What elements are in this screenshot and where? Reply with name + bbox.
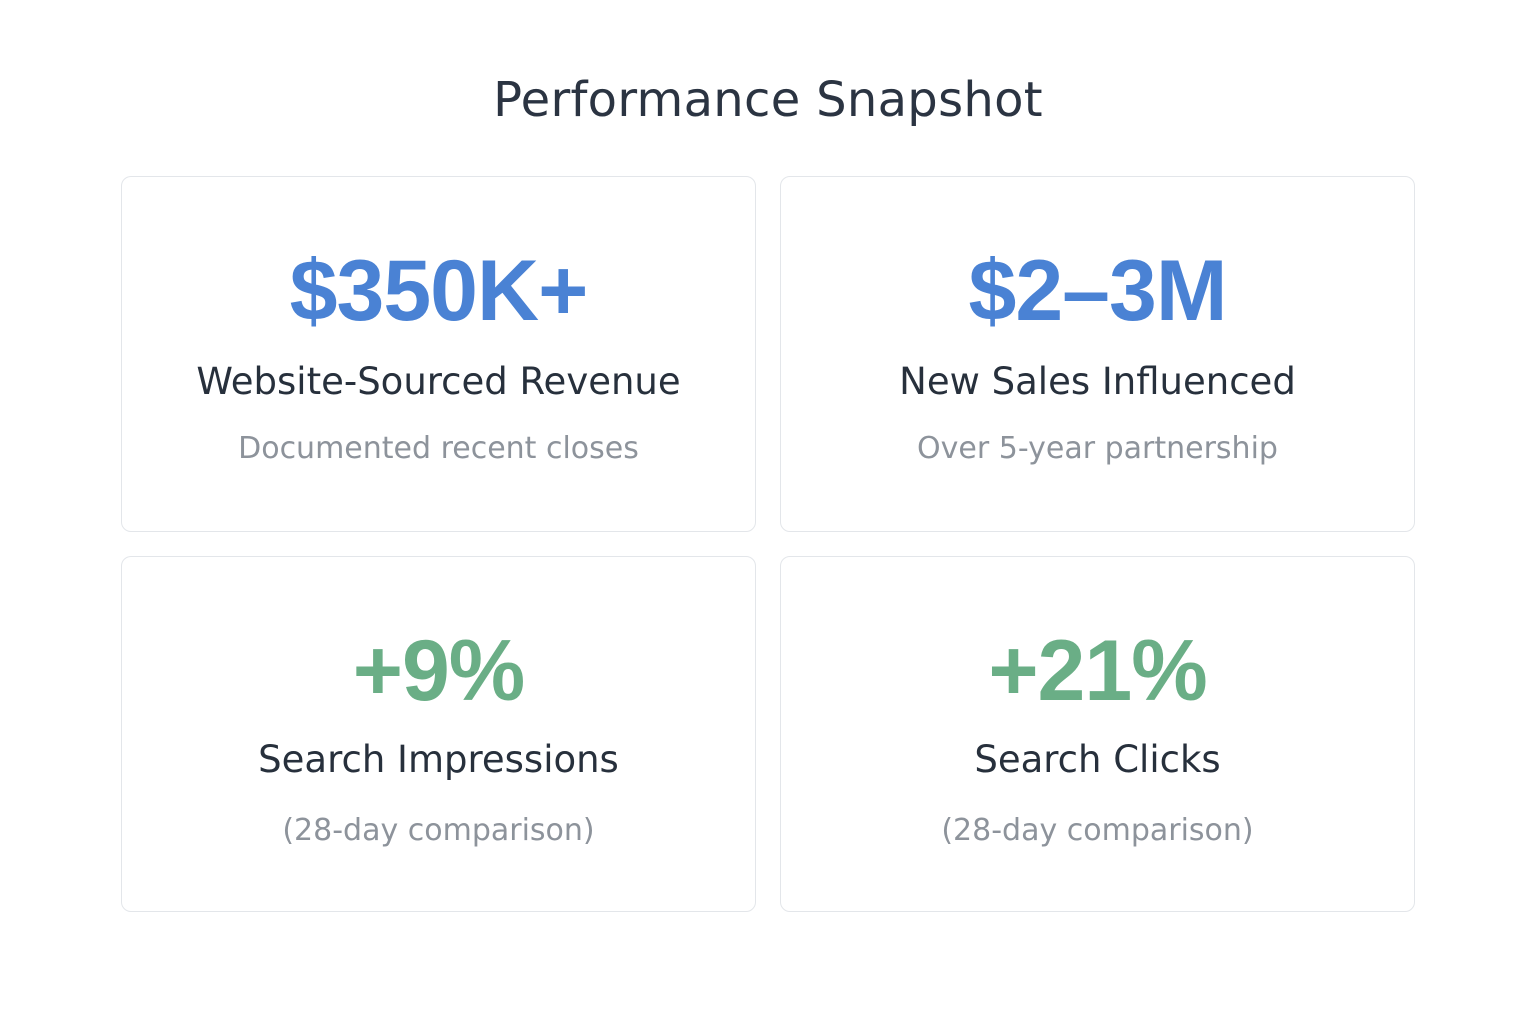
metric-value: +9% bbox=[352, 623, 526, 719]
metric-value: $350K+ bbox=[289, 243, 589, 339]
metrics-grid: $350K+ Website-Sourced Revenue Documente… bbox=[121, 176, 1415, 912]
metric-label: Search Impressions bbox=[258, 738, 619, 781]
metric-sublabel: Documented recent closes bbox=[238, 431, 639, 466]
metric-value: $2–3M bbox=[968, 243, 1228, 339]
metric-label: Search Clicks bbox=[974, 738, 1221, 781]
metric-card-website-revenue: $350K+ Website-Sourced Revenue Documente… bbox=[121, 176, 756, 532]
metric-card-new-sales: $2–3M New Sales Influenced Over 5-year p… bbox=[780, 176, 1415, 532]
metric-sublabel: (28-day comparison) bbox=[941, 813, 1254, 848]
page-title: Performance Snapshot bbox=[493, 72, 1043, 128]
metric-card-search-clicks: +21% Search Clicks (28-day comparison) bbox=[780, 556, 1415, 912]
metric-label: Website-Sourced Revenue bbox=[196, 360, 681, 403]
metric-label: New Sales Influenced bbox=[899, 360, 1296, 403]
metric-sublabel: Over 5-year partnership bbox=[917, 431, 1278, 466]
metric-value: +21% bbox=[988, 623, 1207, 719]
metric-sublabel: (28-day comparison) bbox=[282, 813, 595, 848]
metric-card-search-impressions: +9% Search Impressions (28-day compariso… bbox=[121, 556, 756, 912]
